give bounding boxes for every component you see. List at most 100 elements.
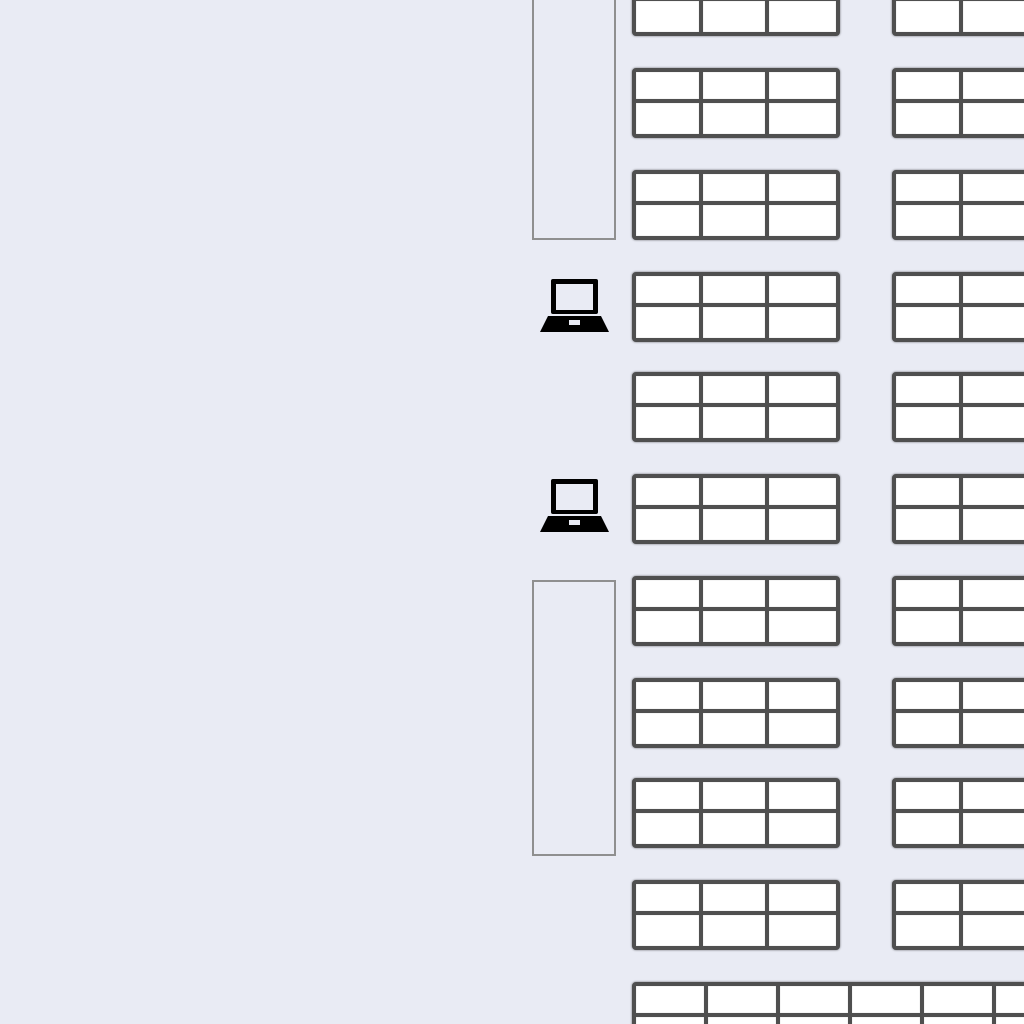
seat[interactable]	[708, 1017, 780, 1024]
seat[interactable]	[896, 0, 963, 1]
seat[interactable]	[896, 580, 963, 611]
seat[interactable]	[769, 509, 836, 540]
seat[interactable]	[636, 1, 703, 32]
seat[interactable]	[702, 407, 770, 438]
seat[interactable]	[780, 1017, 852, 1024]
seat[interactable]	[896, 276, 963, 307]
seat[interactable]	[896, 307, 963, 338]
seat[interactable]	[702, 611, 770, 642]
seat[interactable]	[708, 986, 780, 1017]
seat[interactable]	[636, 72, 703, 103]
seat[interactable]	[962, 307, 1024, 338]
seat[interactable]	[962, 205, 1024, 236]
seat[interactable]	[769, 407, 836, 438]
seat[interactable]	[636, 915, 703, 946]
seat[interactable]	[636, 205, 703, 236]
seat[interactable]	[780, 986, 852, 1017]
seat[interactable]	[702, 307, 770, 338]
seat[interactable]	[769, 1, 836, 32]
seat[interactable]	[962, 915, 1024, 946]
seat[interactable]	[996, 986, 1024, 1017]
seat[interactable]	[636, 884, 703, 915]
seat[interactable]	[896, 205, 963, 236]
seat[interactable]	[852, 986, 924, 1017]
seat-block[interactable]	[892, 0, 1024, 36]
seat[interactable]	[702, 72, 770, 103]
seat-block[interactable]	[632, 678, 840, 748]
seat[interactable]	[702, 580, 770, 611]
seat[interactable]	[962, 276, 1024, 307]
seat[interactable]	[896, 611, 963, 642]
seat[interactable]	[896, 782, 963, 813]
seat[interactable]	[636, 478, 703, 509]
seat-block[interactable]	[632, 372, 840, 442]
seat[interactable]	[852, 1017, 924, 1024]
seat[interactable]	[702, 376, 770, 407]
seat[interactable]	[962, 713, 1024, 744]
seat[interactable]	[962, 884, 1024, 915]
seat[interactable]	[636, 611, 703, 642]
seat[interactable]	[769, 813, 836, 844]
seat[interactable]	[962, 509, 1024, 540]
seat[interactable]	[702, 174, 770, 205]
seat[interactable]	[769, 174, 836, 205]
seat-block[interactable]	[892, 68, 1024, 138]
seat[interactable]	[896, 682, 963, 713]
seat[interactable]	[636, 376, 703, 407]
seat[interactable]	[636, 986, 708, 1017]
seat[interactable]	[702, 0, 770, 1]
seat[interactable]	[636, 813, 703, 844]
seat[interactable]	[962, 611, 1024, 642]
seat[interactable]	[636, 103, 703, 134]
seat[interactable]	[769, 307, 836, 338]
seat[interactable]	[896, 407, 963, 438]
seat[interactable]	[636, 174, 703, 205]
seat-block[interactable]	[892, 372, 1024, 442]
seat[interactable]	[896, 376, 963, 407]
seat[interactable]	[896, 884, 963, 915]
seat-block[interactable]	[632, 982, 1024, 1024]
seat[interactable]	[702, 478, 770, 509]
seat[interactable]	[769, 884, 836, 915]
seat[interactable]	[636, 782, 703, 813]
seat-block[interactable]	[632, 778, 840, 848]
seat-block[interactable]	[632, 0, 840, 36]
seat[interactable]	[996, 1017, 1024, 1024]
seat[interactable]	[896, 509, 963, 540]
seat[interactable]	[636, 0, 703, 1]
seat[interactable]	[636, 407, 703, 438]
seat-block[interactable]	[892, 778, 1024, 848]
seat[interactable]	[962, 407, 1024, 438]
seat[interactable]	[924, 986, 996, 1017]
seat[interactable]	[769, 205, 836, 236]
seat-block[interactable]	[632, 576, 840, 646]
seat[interactable]	[702, 884, 770, 915]
seat[interactable]	[702, 1, 770, 32]
seat[interactable]	[769, 0, 836, 1]
seat[interactable]	[702, 782, 770, 813]
seat[interactable]	[962, 72, 1024, 103]
seat[interactable]	[636, 713, 703, 744]
seat[interactable]	[702, 276, 770, 307]
seat[interactable]	[636, 580, 703, 611]
seat[interactable]	[962, 0, 1024, 1]
seat[interactable]	[896, 713, 963, 744]
seat[interactable]	[769, 782, 836, 813]
seat[interactable]	[636, 682, 703, 713]
seat[interactable]	[896, 813, 963, 844]
seat[interactable]	[962, 103, 1024, 134]
seat[interactable]	[896, 1, 963, 32]
seat[interactable]	[962, 1, 1024, 32]
seat[interactable]	[702, 509, 770, 540]
seat[interactable]	[896, 103, 963, 134]
seat[interactable]	[702, 205, 770, 236]
seat-block[interactable]	[632, 272, 840, 342]
seat[interactable]	[896, 478, 963, 509]
seat-block[interactable]	[632, 880, 840, 950]
seat-block[interactable]	[632, 474, 840, 544]
seat[interactable]	[924, 1017, 996, 1024]
seat[interactable]	[896, 174, 963, 205]
seat-block[interactable]	[892, 272, 1024, 342]
seat[interactable]	[962, 174, 1024, 205]
seat[interactable]	[636, 276, 703, 307]
